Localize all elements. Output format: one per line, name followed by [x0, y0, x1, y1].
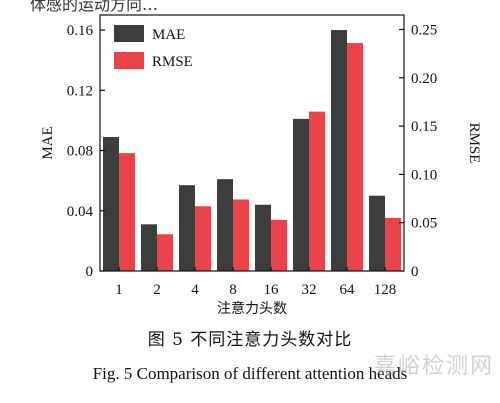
y-right-tick-label: 0.20: [411, 71, 437, 87]
y-axis-left-label: MAE: [40, 126, 56, 159]
y-right-tick-label: 0: [411, 264, 419, 280]
x-tick-label-64: 64: [340, 282, 356, 298]
bar-mae-4: [179, 185, 195, 271]
figure-caption-chinese: 图 5 不同注意力头数对比: [147, 330, 353, 350]
y-right-tick-label: 0.05: [411, 216, 437, 232]
bar-rmse-2: [157, 234, 173, 271]
legend-swatch-mae: [114, 25, 144, 42]
bar-mae-64: [331, 30, 347, 271]
bar-rmse-1: [119, 153, 135, 271]
watermark: 嘉峪检测网: [373, 354, 494, 379]
legend-label-mae: MAE: [152, 27, 185, 43]
y-left-tick-label: 0.08: [67, 144, 93, 160]
x-axis-title: 注意力头数: [217, 300, 287, 317]
bar-rmse-64: [347, 43, 363, 272]
bar-rmse-16: [271, 219, 287, 271]
x-tick-label-2: 2: [153, 282, 161, 298]
bar-mae-8: [217, 179, 233, 271]
figure-caption-english: Fig. 5 Comparison of different attention…: [92, 364, 408, 383]
legend-swatch-rmse: [114, 52, 144, 69]
x-tick-label-4: 4: [191, 282, 199, 298]
x-tick-label-8: 8: [229, 282, 237, 298]
bar-rmse-128: [385, 217, 401, 271]
bars-layer: [103, 30, 401, 272]
bar-mae-32: [293, 118, 309, 271]
y-axis-right-label: RMSE: [466, 123, 482, 164]
y-left-tick-label: 0.12: [67, 83, 93, 99]
bar-rmse-4: [195, 206, 211, 271]
legend-label-rmse: RMSE: [152, 54, 193, 70]
x-tick-label-1: 1: [115, 282, 123, 298]
y-right-tick-label: 0.25: [411, 22, 437, 38]
bar-mae-128: [369, 195, 385, 271]
bar-rmse-8: [233, 199, 249, 271]
y-left-tick-label: 0: [86, 264, 94, 280]
y-left-tick-label: 0.04: [67, 204, 94, 220]
top-text-fragment: 体感的运动方向…: [30, 0, 159, 14]
bar-rmse-32: [309, 111, 325, 271]
plot-frame: [99, 14, 405, 272]
x-tick-label-128: 128: [374, 282, 397, 298]
x-tick-label-16: 16: [264, 282, 280, 298]
bar-mae-1: [103, 136, 119, 271]
bar-mae-16: [255, 204, 271, 271]
bar-mae-2: [141, 224, 157, 271]
y-left-tick-label: 0.16: [67, 23, 94, 39]
y-right-tick-label: 0.15: [411, 119, 437, 135]
legend: MAE RMSE: [114, 25, 193, 70]
x-tick-label-32: 32: [302, 282, 317, 298]
y-right-tick-label: 0.10: [411, 167, 437, 183]
